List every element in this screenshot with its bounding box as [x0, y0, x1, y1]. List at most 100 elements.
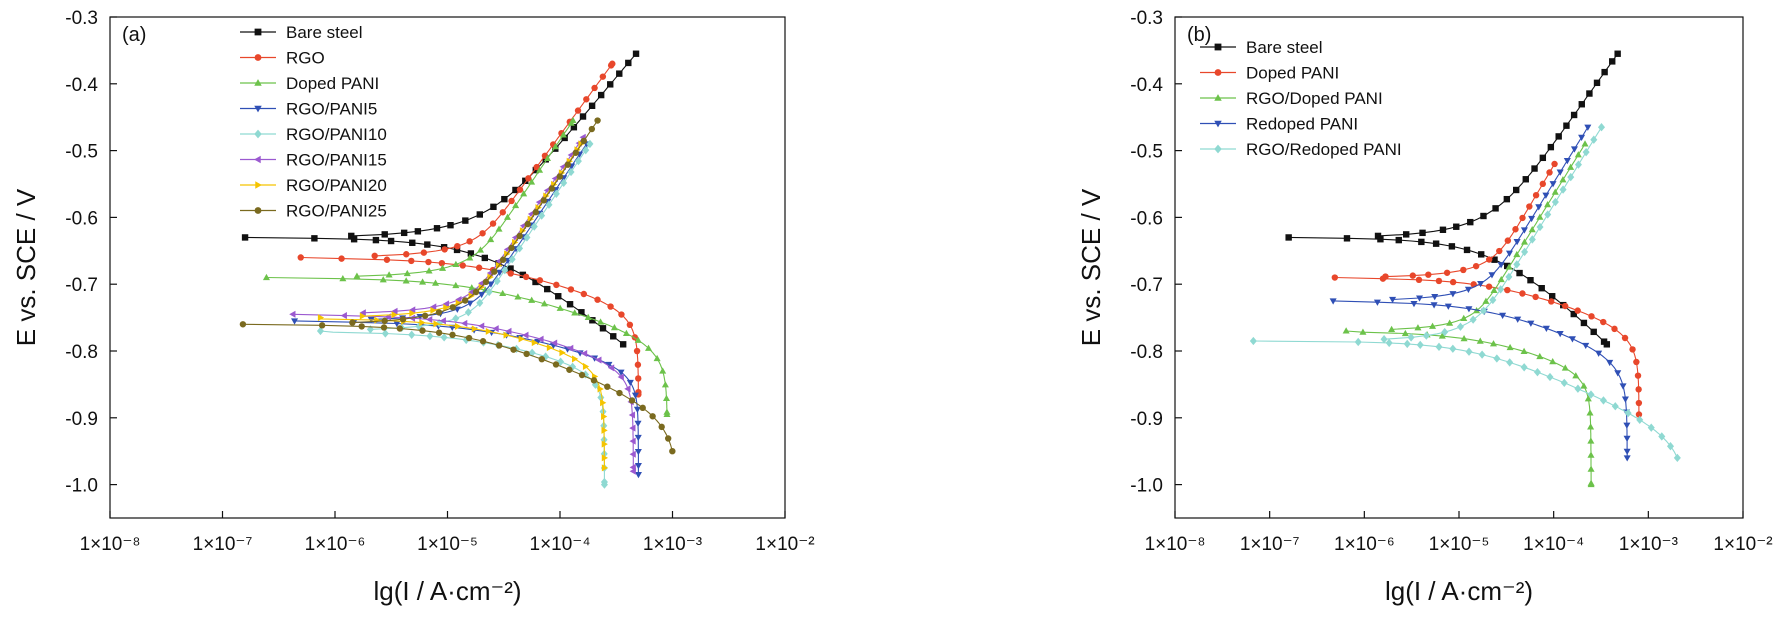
data-point: [632, 50, 640, 57]
data-point: [1477, 280, 1485, 288]
data-point: [588, 125, 596, 133]
data-point: [578, 371, 586, 379]
data-point: [468, 284, 476, 291]
data-point: [510, 346, 517, 353]
data-point: [433, 320, 440, 328]
data-point: [350, 236, 358, 243]
data-point: [340, 312, 347, 320]
legend-label: RGO/Doped PANI: [1246, 89, 1383, 108]
data-point: [471, 325, 479, 333]
data-point: [1574, 307, 1581, 314]
data-point: [455, 295, 462, 304]
data-point: [439, 317, 446, 325]
data-point: [600, 480, 608, 489]
data-point: [1469, 315, 1477, 324]
data-point: [443, 303, 450, 311]
data-point: [487, 235, 495, 243]
data-point: [572, 149, 580, 156]
data-point: [586, 139, 594, 149]
data-point: [426, 315, 433, 324]
data-point: [421, 312, 429, 319]
data-point: [1497, 262, 1505, 269]
series-rgo-doped-pani: [1342, 140, 1595, 488]
data-point: [583, 96, 590, 103]
data-point: [1582, 147, 1590, 157]
data-point: [536, 277, 544, 284]
data-point: [1614, 50, 1621, 57]
y-tick-label: -0.9: [65, 409, 98, 430]
data-point: [546, 344, 554, 352]
data-point: [1581, 140, 1589, 147]
legend-label: RGO/PANI20: [286, 176, 387, 195]
data-point: [435, 329, 443, 336]
data-point: [1580, 382, 1588, 389]
data-point: [555, 293, 562, 300]
data-point: [530, 222, 538, 231]
data-point: [467, 250, 475, 257]
data-point: [425, 267, 433, 274]
data-point: [1599, 396, 1607, 405]
data-point: [1597, 123, 1606, 132]
data-point: [574, 107, 582, 114]
data-point: [1551, 188, 1559, 195]
data-point: [1489, 340, 1498, 347]
x-tick-label: 1×10⁻⁷: [193, 534, 253, 555]
legend: Bare steel RGO Doped PANI RGO/PANI5 RGO/PANI…: [240, 23, 387, 221]
series-line: [294, 320, 640, 475]
data-point: [1435, 342, 1443, 351]
data-point: [1472, 262, 1480, 270]
data-point: [1587, 480, 1595, 488]
data-point: [1432, 240, 1440, 247]
data-point: [1567, 163, 1575, 170]
data-point: [478, 291, 486, 299]
data-point: [1561, 302, 1569, 310]
data-point: [495, 225, 503, 232]
data-point: [499, 209, 506, 216]
y-tick-label: -0.5: [65, 142, 98, 163]
data-point: [1496, 247, 1503, 255]
data-point: [479, 338, 487, 345]
data-point: [452, 314, 460, 323]
data-point: [1536, 352, 1544, 360]
data-point: [1590, 135, 1598, 144]
data-point: [1600, 318, 1607, 326]
y-tick-label: -1.0: [1130, 476, 1163, 497]
data-point: [1547, 143, 1555, 151]
data-point: [607, 303, 614, 310]
panel-label: (a): [122, 24, 146, 46]
data-point: [495, 342, 503, 349]
y-tick-label: -1.0: [65, 476, 98, 497]
data-point: [634, 448, 642, 456]
data-point: [1611, 325, 1618, 333]
data-point: [1587, 390, 1595, 399]
data-point: [633, 406, 641, 413]
data-point: [610, 333, 617, 340]
data-point: [1430, 302, 1438, 309]
data-point: [622, 329, 630, 336]
data-point: [669, 448, 676, 455]
data-point: [599, 73, 607, 80]
legend-marker: [1214, 94, 1222, 101]
data-point: [1578, 101, 1585, 108]
data-point: [1621, 396, 1629, 403]
data-point: [1478, 350, 1486, 359]
data-point: [609, 60, 616, 67]
data-point: [1249, 336, 1257, 346]
data-point: [1415, 276, 1423, 284]
data-point: [591, 380, 599, 389]
data-point: [520, 190, 528, 197]
data-point: [628, 397, 636, 404]
data-point: [639, 404, 646, 412]
data-point: [628, 411, 635, 419]
data-point: [380, 324, 388, 331]
data-point: [653, 354, 661, 362]
data-point: [597, 91, 605, 99]
data-point: [1453, 223, 1460, 230]
legend-marker: [254, 129, 262, 139]
data-point: [595, 356, 602, 364]
data-point: [1513, 238, 1521, 246]
data-point: [1480, 212, 1487, 220]
data-point: [533, 163, 540, 171]
series-line: [1392, 126, 1589, 301]
data-point: [381, 329, 389, 338]
